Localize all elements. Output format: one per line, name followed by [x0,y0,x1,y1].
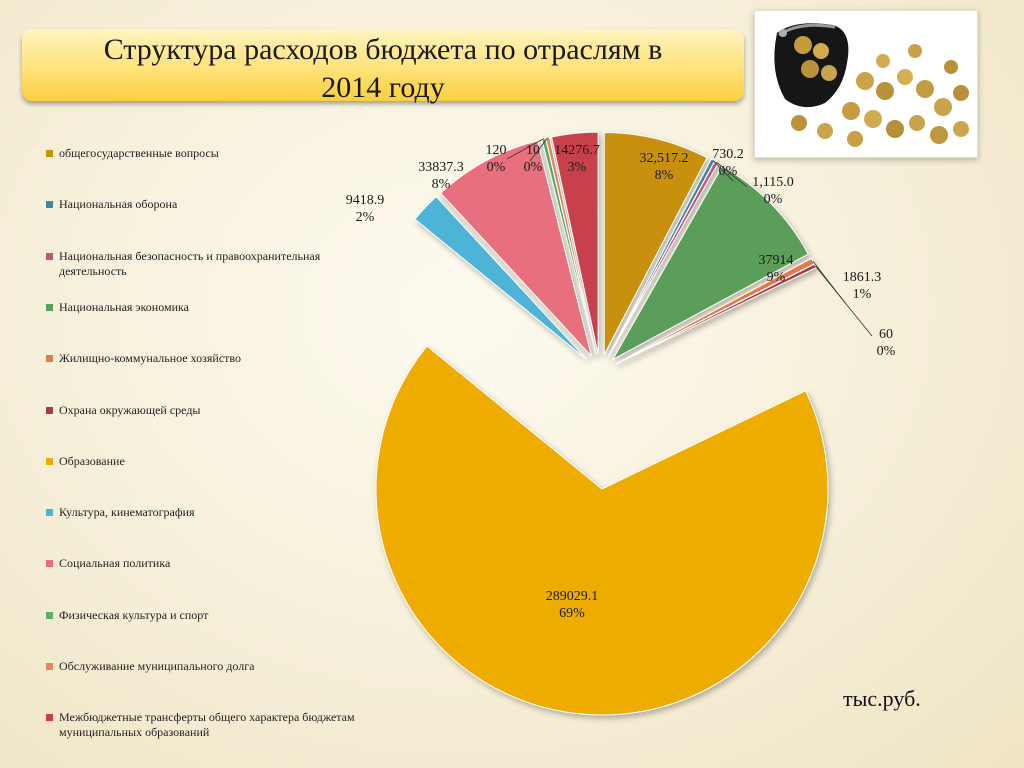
pie-slice [611,165,809,361]
legend-swatch [46,509,53,517]
pie-slice [550,131,599,355]
pie-slice [603,132,708,355]
legend-swatch [46,663,53,670]
legend-swatch [46,560,53,568]
legend-label: Образование [59,453,125,468]
legend-label: общегосударственные вопросы [59,146,219,160]
legend-swatch [46,406,53,414]
data-label-percent: 8% [432,177,451,192]
legend-label: Обслуживание муниципального долга [59,659,255,673]
legend-swatch [46,303,53,311]
legend-label: Межбюджетные трансферты общего характера… [59,710,355,740]
data-label-percent: 0% [487,160,506,175]
leader-line [506,138,544,160]
data-label-percent: 2% [356,210,375,225]
legend-swatch [46,714,53,722]
data-label-value: 60 [879,327,893,342]
legend-swatch [46,150,53,157]
legend-label: Физическая культура и спорт [59,607,209,622]
coin-purse-image [755,11,977,157]
legend-label: Охрана окружающей среды [59,402,201,417]
coin-purse-photo [754,10,978,158]
data-label-value: 37914 [759,253,794,268]
legend-label: Национальная оборона [59,197,178,212]
data-label-percent: 0% [764,192,783,207]
leader-line [712,159,734,182]
legend-label: Жилищно-коммунальное хозяйство [59,351,242,366]
data-label-value: 1,115.0 [752,175,793,190]
page-title: Структура расходов бюджета по отраслям в… [22,29,744,104]
pie-slice [439,140,592,357]
legend-swatch [46,201,53,209]
data-label-percent: 69% [559,606,585,621]
legend-label: Национальная безопасность и правоохранит… [59,248,321,278]
legend-swatch [46,252,53,260]
data-label-value: 32,517.2 [640,151,689,166]
pie-slice [375,345,829,716]
data-label-percent: 0% [877,344,896,359]
leader-line [814,265,873,337]
data-label-value: 33837.3 [418,160,464,175]
pie-slice [414,195,588,361]
data-label-value: 10 [526,143,540,158]
legend-swatch [46,457,53,465]
legend-swatch [46,611,53,619]
legend-label: Социальная политика [59,556,171,571]
data-label-value: 1861.3 [843,270,882,285]
leader-line [716,161,748,188]
leader-line [529,137,548,162]
data-label-value: 14276.7 [554,143,600,158]
unit-label: тыс.руб. [843,686,921,711]
data-label-percent: 9% [767,270,786,285]
data-label-percent: 1% [853,287,872,302]
data-label-value: 730.2 [712,147,744,162]
data-label-percent: 0% [524,160,543,175]
legend-label: Национальная экономика [59,299,189,314]
data-label-percent: 8% [655,168,674,183]
legend-swatch [46,355,53,363]
data-label-percent: 3% [568,160,587,175]
data-label-value: 289029.1 [546,589,599,604]
data-label-value: 120 [486,143,507,158]
data-label-value: 9418.9 [346,193,385,208]
legend-label: Культура, кинематография [59,505,195,520]
